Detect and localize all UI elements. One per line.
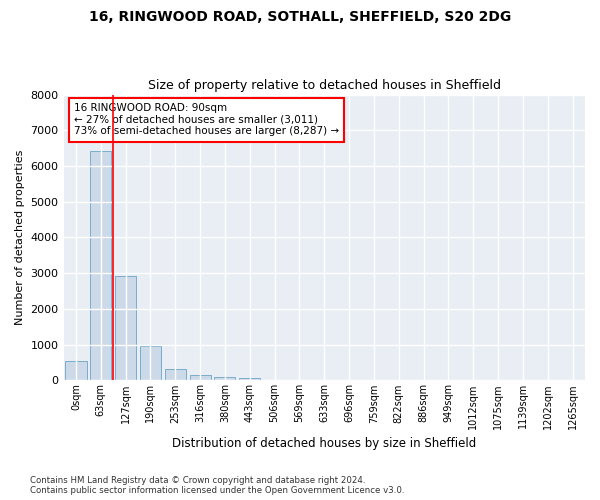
Bar [239, 378, 260, 380]
Y-axis label: Number of detached properties: Number of detached properties [15, 150, 25, 325]
Bar [65, 362, 86, 380]
Text: 16, RINGWOOD ROAD, SOTHALL, SHEFFIELD, S20 2DG: 16, RINGWOOD ROAD, SOTHALL, SHEFFIELD, S… [89, 10, 511, 24]
Text: 16 RINGWOOD ROAD: 90sqm
← 27% of detached houses are smaller (3,011)
73% of semi: 16 RINGWOOD ROAD: 90sqm ← 27% of detache… [74, 103, 339, 136]
Bar [214, 377, 235, 380]
Bar [115, 276, 136, 380]
Bar [165, 368, 186, 380]
Bar [90, 150, 112, 380]
Text: Contains HM Land Registry data © Crown copyright and database right 2024.
Contai: Contains HM Land Registry data © Crown c… [30, 476, 404, 495]
Bar [140, 346, 161, 380]
Title: Size of property relative to detached houses in Sheffield: Size of property relative to detached ho… [148, 79, 501, 92]
Bar [190, 375, 211, 380]
X-axis label: Distribution of detached houses by size in Sheffield: Distribution of detached houses by size … [172, 437, 476, 450]
